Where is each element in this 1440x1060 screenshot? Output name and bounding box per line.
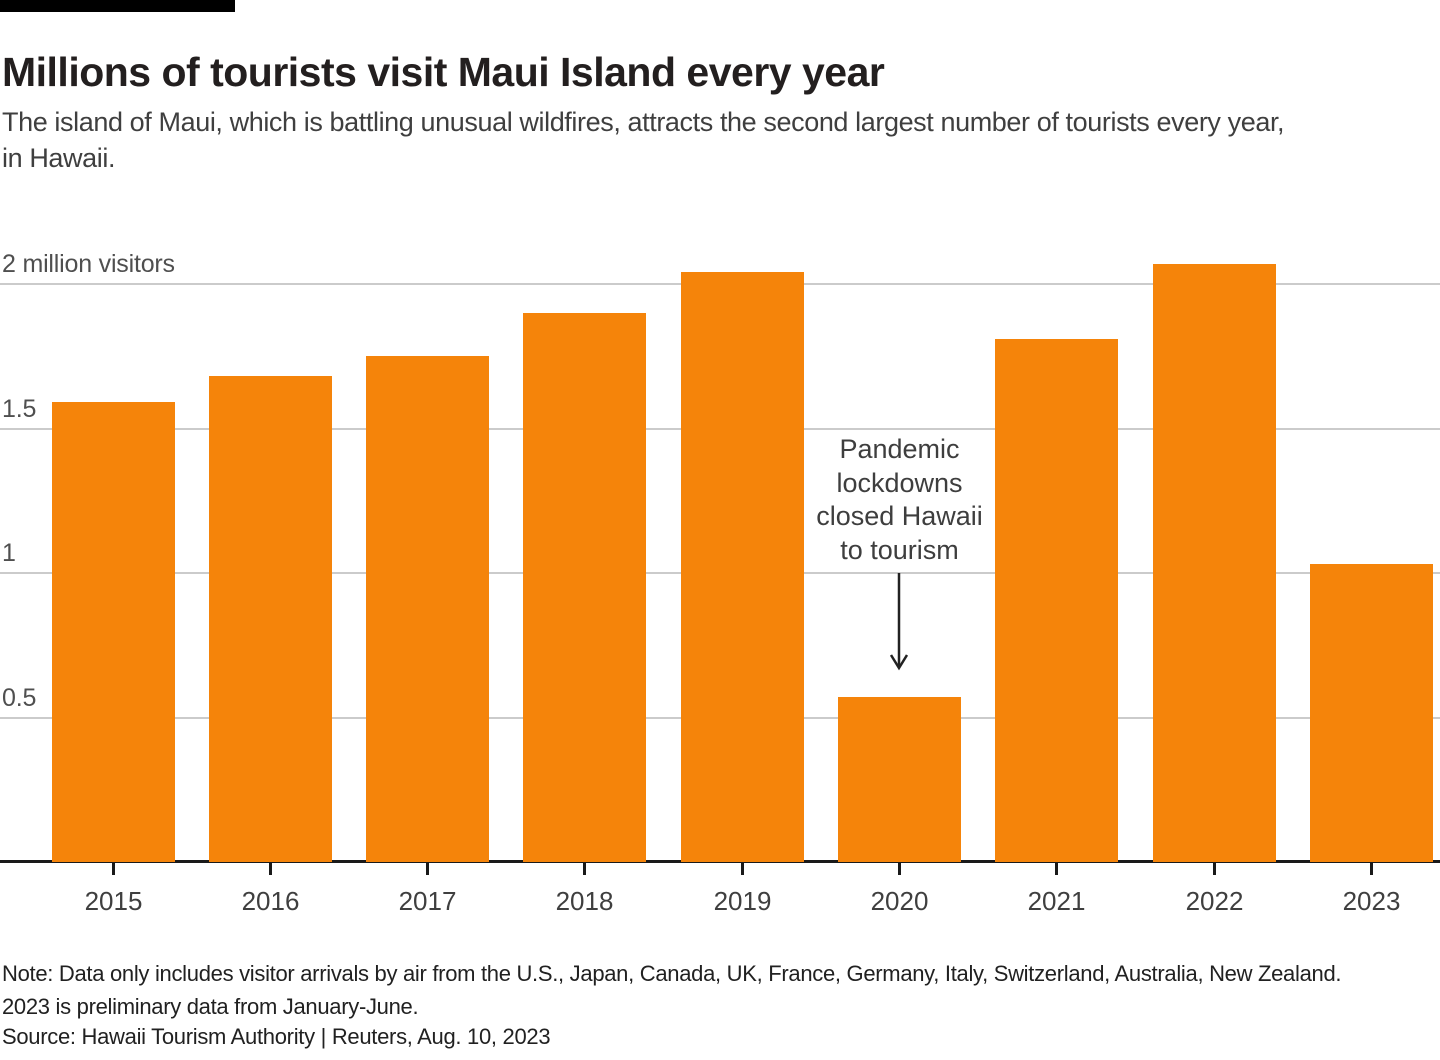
bar-2018 (523, 313, 646, 862)
x-axis-tick (583, 863, 586, 875)
source-line: Source: Hawaii Tourism Authority | Reute… (2, 1024, 551, 1049)
annotation-pandemic: Pandemic lockdowns closed Hawaii to tour… (772, 433, 1027, 567)
x-axis-tick (112, 863, 115, 875)
page-subtitle: The island of Maui, which is battling un… (2, 104, 1440, 176)
annotation-line: Pandemic (839, 434, 960, 464)
annotation-line: lockdowns (836, 467, 963, 498)
annotation-arrow-icon (889, 573, 909, 671)
footnote: Note: Data only includes visitor arrival… (2, 957, 1440, 1023)
x-axis-tick (1213, 863, 1216, 875)
bar-2022 (1153, 264, 1276, 862)
x-axis-tick (741, 863, 744, 875)
kicker-bar (0, 0, 235, 12)
bar-2017 (366, 356, 489, 862)
x-axis-tick (1370, 863, 1373, 875)
bar-2020 (838, 697, 961, 862)
x-axis-label: 2023 (1342, 886, 1401, 916)
x-axis-label: 2021 (1027, 886, 1086, 916)
x-axis-tick (269, 863, 272, 875)
bar-2015 (52, 402, 175, 862)
x-axis-label: 2022 (1185, 886, 1244, 916)
x-axis-label: 2015 (84, 886, 143, 916)
bar-2021 (995, 339, 1118, 862)
y-axis-label: 1 (2, 539, 16, 567)
annotation-line: to tourism (840, 534, 959, 565)
bar-2023 (1310, 564, 1433, 862)
y-axis-label: 1.5 (2, 395, 37, 423)
annotation-line: closed Hawaii (816, 501, 983, 531)
x-axis-tick (426, 863, 429, 875)
subtitle-line: in Hawaii. (2, 143, 116, 173)
page-title: Millions of tourists visit Maui Island e… (2, 49, 885, 96)
x-axis-label: 2019 (713, 886, 772, 916)
y-axis-label: 0.5 (2, 684, 37, 712)
y-axis-label: 2 million visitors (2, 250, 175, 278)
x-axis-label: 2018 (555, 886, 614, 916)
bar-2019 (681, 272, 804, 862)
subtitle-line: The island of Maui, which is battling un… (2, 107, 1285, 137)
bar-2016 (209, 376, 332, 862)
x-axis-label: 2016 (241, 886, 300, 916)
x-axis-label: 2020 (870, 886, 929, 916)
x-axis-tick (898, 863, 901, 875)
footnote-line: Note: Data only includes visitor arrival… (2, 961, 1342, 986)
footnote-line: 2023 is preliminary data from January-Ju… (2, 994, 419, 1019)
x-axis-label: 2017 (398, 886, 457, 916)
x-axis-tick (1055, 863, 1058, 875)
